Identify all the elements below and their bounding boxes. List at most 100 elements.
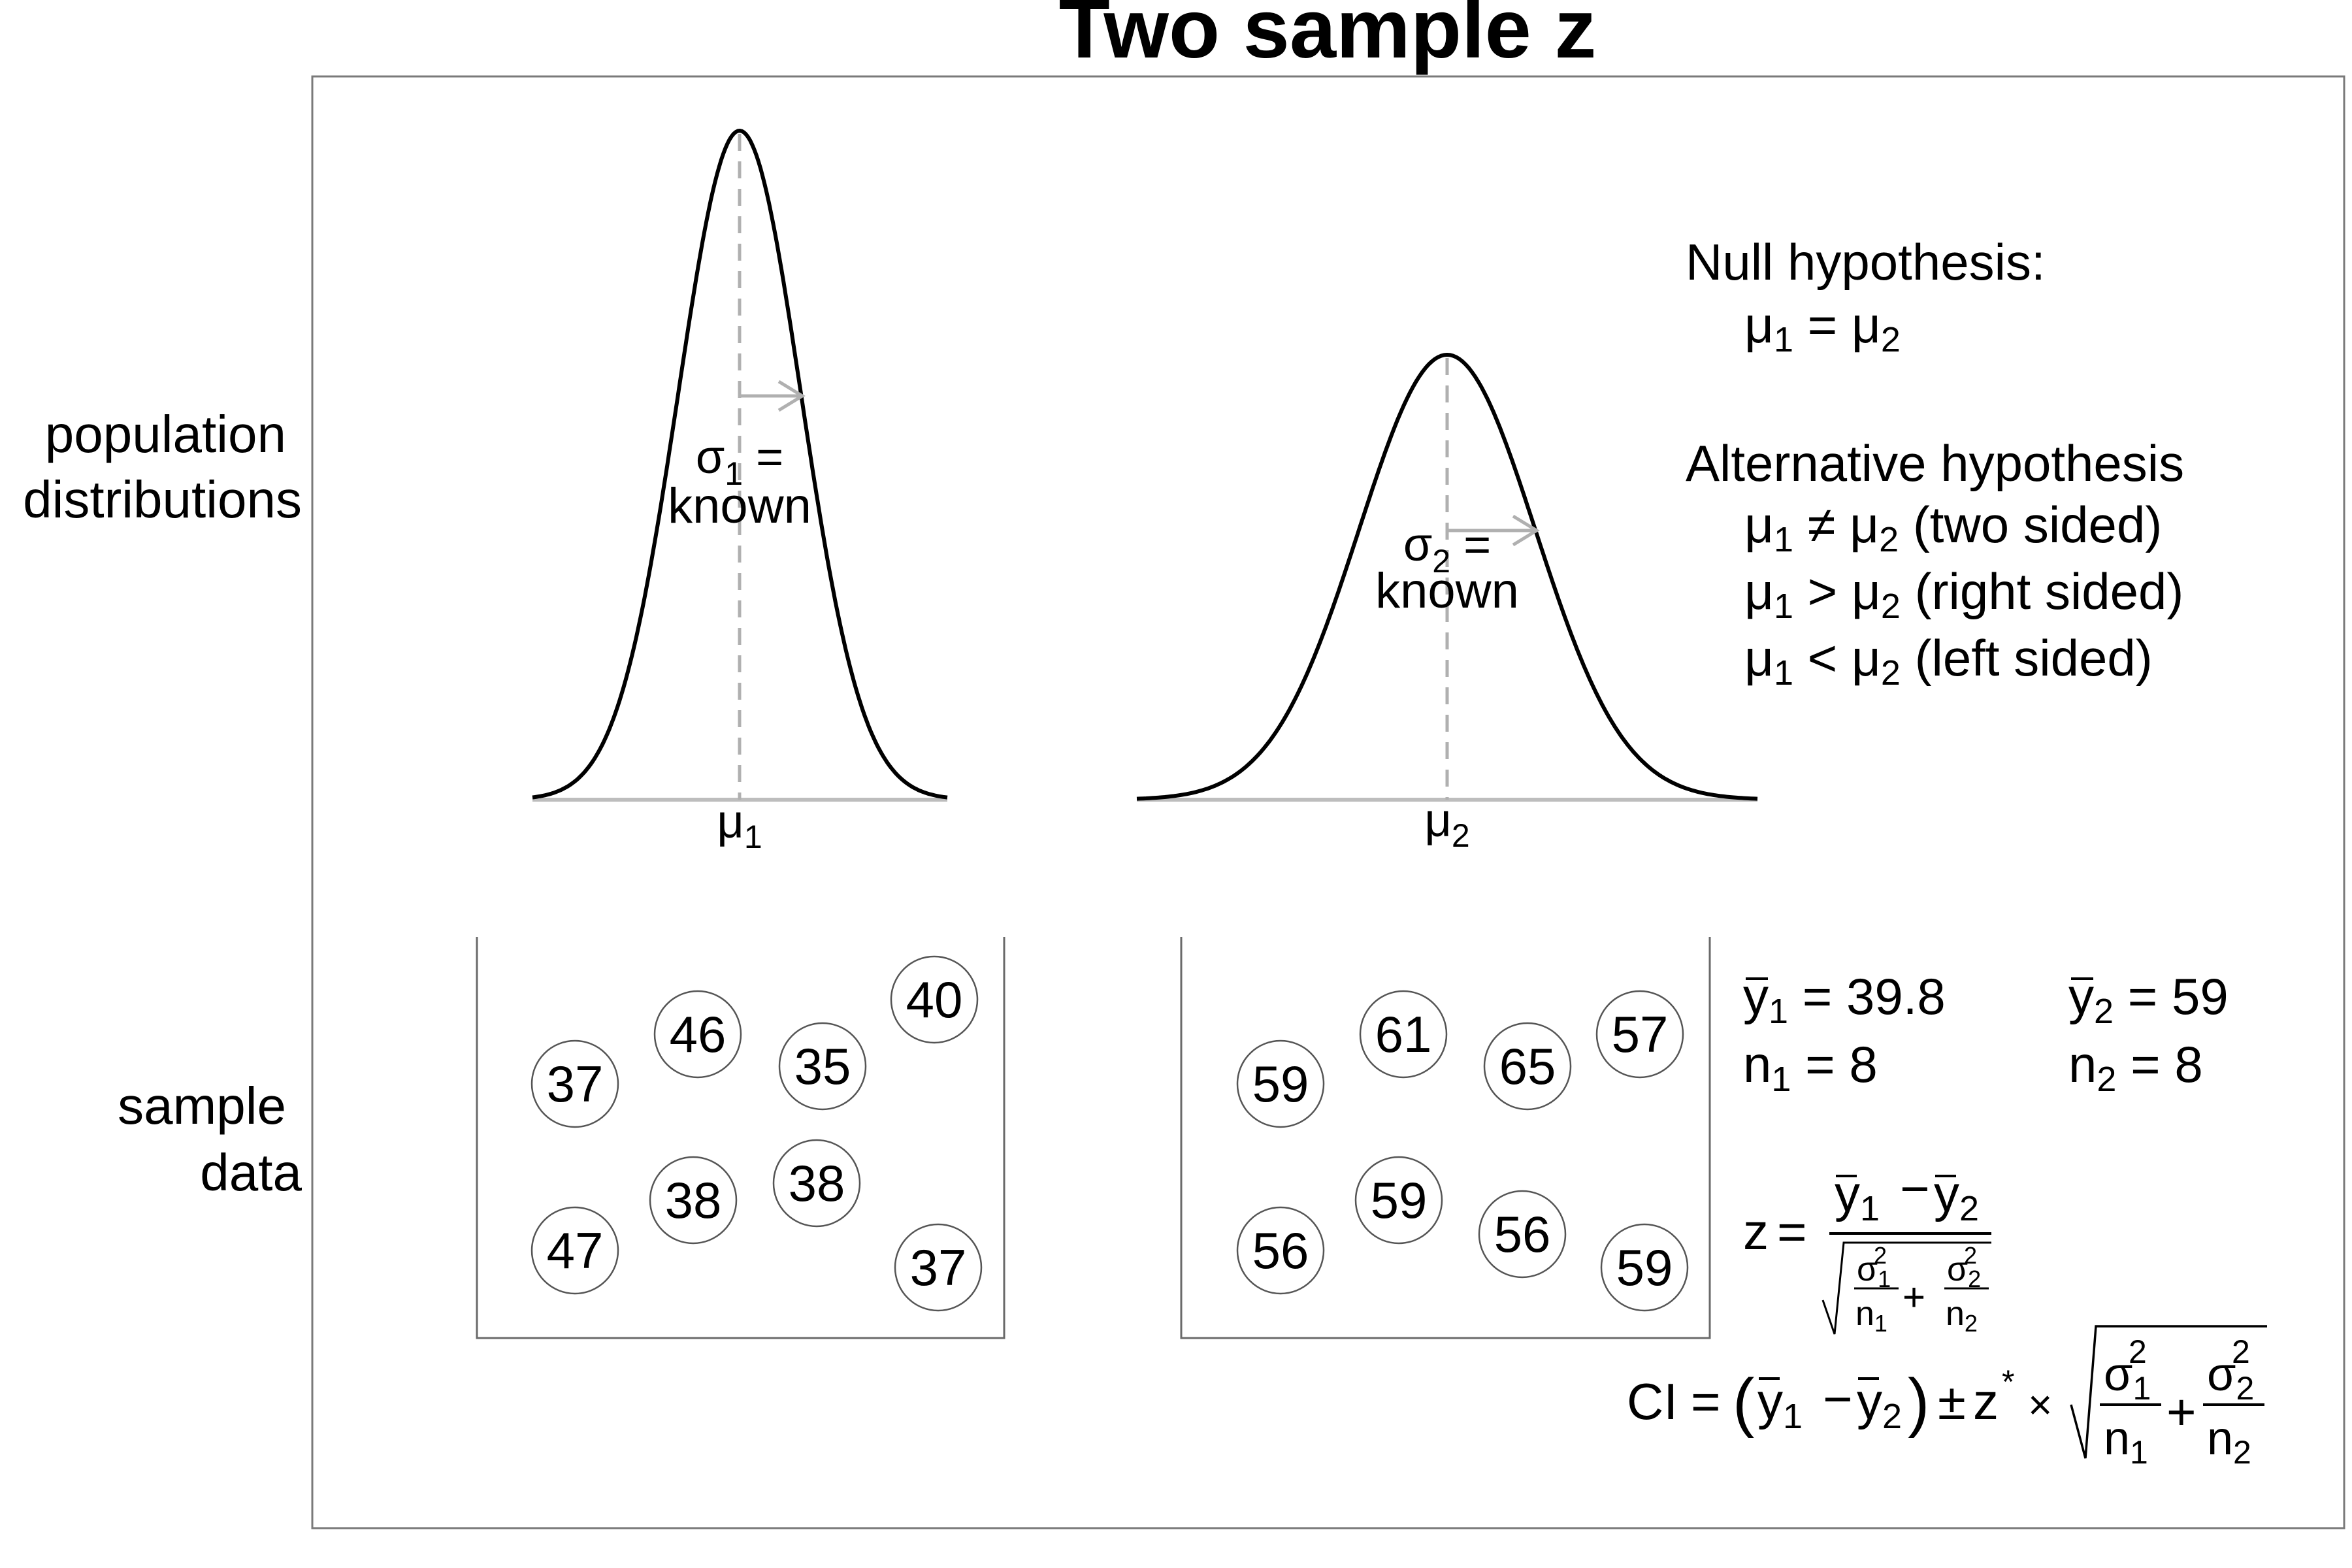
svg-text:(: (: [1733, 1365, 1754, 1439]
group-2-n: n2 = 8: [2068, 1036, 2203, 1099]
sample-value: 37: [894, 1223, 983, 1312]
svg-text:σ2: σ2: [2207, 1348, 2254, 1407]
svg-text:population: population: [45, 405, 286, 463]
svg-text:distributions: distributions: [23, 470, 302, 529]
sample-value: 47: [531, 1206, 619, 1295]
svg-text:2: 2: [2232, 1333, 2250, 1370]
sample-value: 37: [531, 1039, 619, 1128]
svg-text:2: 2: [2129, 1333, 2147, 1370]
group-2-mean: y2 = 59: [2068, 968, 2229, 1031]
sample-1-values: 37 46 35 40 47 38 38 37: [531, 955, 983, 1312]
sample-value: 38: [772, 1139, 861, 1228]
svg-text:n2: n2: [2207, 1413, 2251, 1471]
svg-text:38: 38: [789, 1154, 845, 1212]
sample-box-2: [1180, 937, 1711, 1339]
sample-value: 38: [649, 1156, 738, 1245]
sample-value: 59: [1600, 1223, 1689, 1312]
svg-text:y2: y2: [1857, 1373, 1902, 1436]
distribution-2-sd-arrow: [1447, 514, 1540, 547]
distribution-1-sigma-label: σ1 =: [696, 431, 783, 492]
figure-title: Two sample z: [1059, 0, 1597, 76]
svg-text:38: 38: [665, 1171, 722, 1229]
svg-text:=: =: [1691, 1373, 1721, 1430]
svg-text:+: +: [2166, 1383, 2197, 1441]
row-label-sample: sample data: [118, 1077, 302, 1201]
sample-value: 57: [1595, 990, 1684, 1079]
svg-text:*: *: [2002, 1364, 2014, 1400]
null-hypothesis-header: Null hypothesis:: [1686, 233, 2046, 291]
svg-text:×: ×: [2028, 1381, 2052, 1428]
svg-text:2: 2: [1964, 1242, 1977, 1269]
svg-text:data: data: [200, 1143, 302, 1201]
svg-text:n2: n2: [1946, 1295, 1978, 1337]
alternative-two-sided: μ1 ≠ μ2 (two sided): [1744, 496, 2162, 559]
svg-text:n1: n1: [1855, 1295, 1887, 1337]
svg-text:59: 59: [1616, 1239, 1673, 1296]
row-label-population: population distributions: [23, 405, 302, 529]
svg-text:y1: y1: [1835, 1165, 1880, 1228]
svg-text:z: z: [1743, 1203, 1769, 1260]
sample-value: 46: [653, 990, 742, 1079]
svg-text:y1: y1: [1757, 1373, 1803, 1436]
sample-value: 56: [1478, 1190, 1567, 1279]
svg-text:57: 57: [1612, 1005, 1669, 1063]
population-distribution-1: σ1 = known μ1: [532, 129, 948, 855]
svg-text:y2 = 59: y2 = 59: [2068, 968, 2229, 1031]
ci-formula: CI = ( y1 − y2 ) ± z * × σ1 2 n1 + σ2 2 …: [1627, 1325, 2267, 1471]
distribution-2-mu-label: μ2: [1424, 794, 1469, 854]
z-formula: z = y1 − y2 σ1 2 n1 + σ2 2 n2: [1743, 1160, 1991, 1337]
distribution-1-sd-arrow: [740, 380, 806, 412]
svg-text:56: 56: [1494, 1205, 1551, 1263]
distribution-1-known-label: known: [668, 478, 811, 534]
sample-value: 59: [1354, 1156, 1443, 1245]
sample-2-values: 59 61 65 57 56 59 56 59: [1236, 990, 1689, 1312]
sample-statistics: y1 = 39.8 n1 = 8 y2 = 59 n2 = 8: [1743, 968, 2229, 1099]
sample-value: 56: [1236, 1206, 1325, 1295]
svg-text:±: ±: [1938, 1373, 1966, 1430]
svg-text:sample: sample: [118, 1077, 286, 1135]
hypotheses: Null hypothesis: μ1 = μ2 Alternative hyp…: [1686, 233, 2184, 693]
sample-value: 65: [1483, 1022, 1572, 1111]
svg-text:46: 46: [670, 1005, 727, 1063]
svg-text:σ1: σ1: [2104, 1348, 2151, 1407]
sample-value: 61: [1359, 990, 1448, 1079]
svg-text:37: 37: [547, 1055, 604, 1113]
svg-text:y2: y2: [1934, 1165, 1979, 1228]
svg-text:40: 40: [906, 971, 963, 1028]
svg-text:CI: CI: [1627, 1373, 1678, 1430]
distribution-2-curve: [1136, 353, 1758, 801]
svg-text:47: 47: [547, 1222, 604, 1279]
sample-value: 40: [890, 955, 979, 1044]
svg-text:y1 = 39.8: y1 = 39.8: [1743, 968, 1946, 1031]
group-1-n: n1 = 8: [1743, 1036, 1878, 1099]
svg-text:61: 61: [1375, 1005, 1432, 1063]
sample-value: 59: [1236, 1039, 1325, 1128]
sample-box-1: [476, 937, 1005, 1339]
svg-text:n1: n1: [2104, 1413, 2148, 1471]
svg-text:−: −: [1823, 1370, 1853, 1428]
svg-text:z: z: [1973, 1373, 1999, 1430]
null-hypothesis: μ1 = μ2: [1744, 296, 1901, 359]
group-1-mean: y1 = 39.8: [1743, 968, 1946, 1031]
distribution-1-mu-label: μ1: [717, 796, 762, 855]
population-distribution-2: σ2 = known μ2: [1136, 353, 1758, 854]
svg-text:−: −: [1900, 1160, 1930, 1217]
svg-text:35: 35: [794, 1037, 851, 1095]
alternative-right-sided: μ1 > μ2 (right sided): [1744, 563, 2183, 626]
svg-text:σ2: σ2: [1947, 1250, 1981, 1292]
svg-text:+: +: [1903, 1275, 1925, 1319]
svg-text:): ): [1908, 1365, 1929, 1439]
plot-frame: [311, 75, 2345, 1529]
distribution-1-curve: [532, 129, 948, 800]
distribution-2-known-label: known: [1375, 563, 1519, 619]
svg-text:2: 2: [1874, 1242, 1887, 1269]
svg-text:59: 59: [1371, 1171, 1428, 1229]
svg-text:=: =: [1777, 1203, 1807, 1260]
svg-text:59: 59: [1252, 1055, 1309, 1113]
svg-text:σ1: σ1: [1857, 1250, 1891, 1292]
svg-text:37: 37: [910, 1239, 967, 1296]
alternative-hypothesis-header: Alternative hypothesis: [1686, 434, 2184, 492]
sample-value: 35: [778, 1022, 867, 1111]
alternative-left-sided: μ1 < μ2 (left sided): [1744, 629, 2153, 693]
